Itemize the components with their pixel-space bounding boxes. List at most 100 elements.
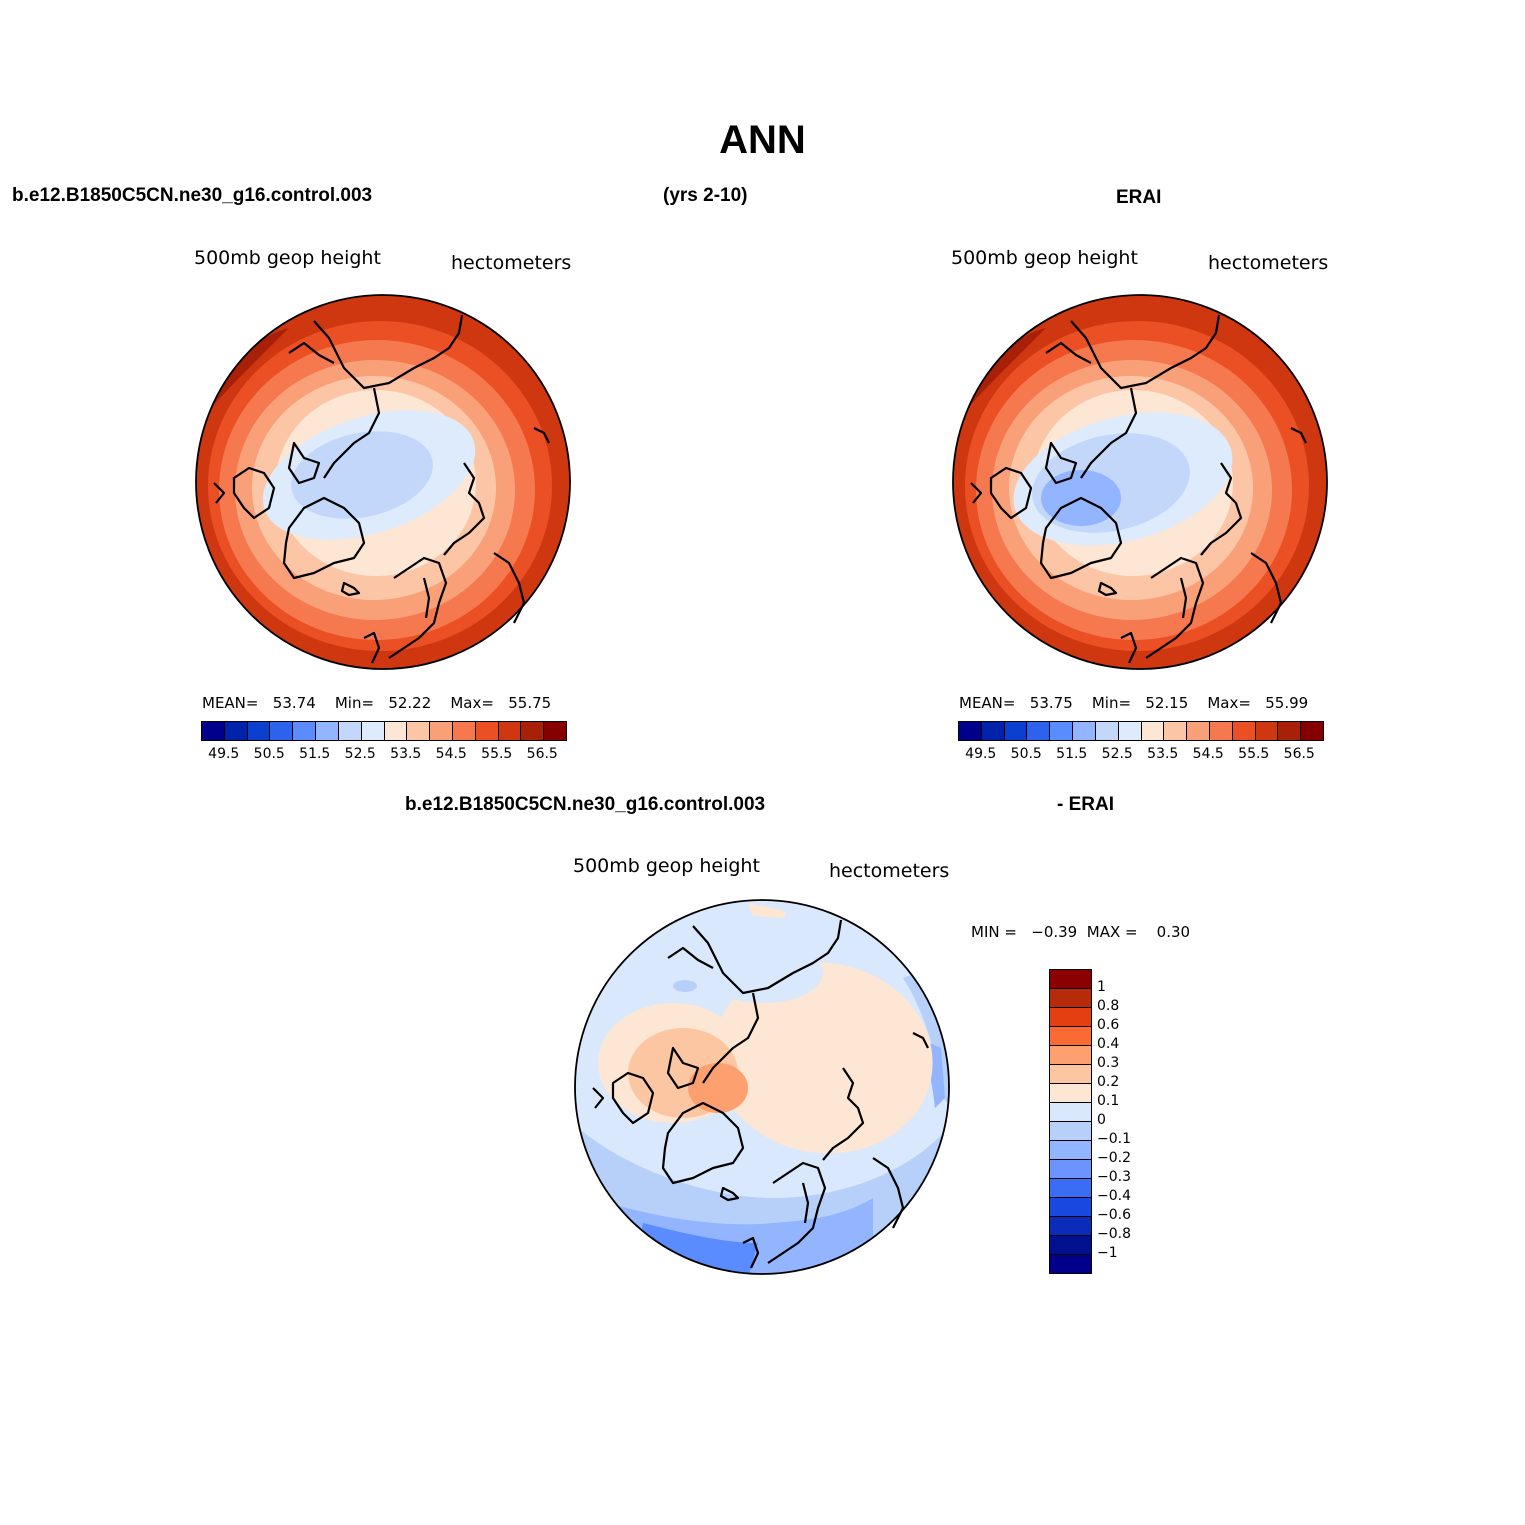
colorbar-swatch [361, 722, 385, 740]
panel-model-variable: 500mb geop height [194, 247, 381, 269]
colorbar-swatch [1050, 1103, 1091, 1122]
colorbar-tick-label: 53.5 [1147, 746, 1179, 762]
max-label: MAX = [1086, 923, 1138, 941]
colorbar-swatch [1050, 1198, 1091, 1217]
colorbar-swatch [521, 722, 545, 740]
colorbar-tick-label: −0.4 [1097, 1188, 1131, 1204]
colorbar-swatch [1141, 722, 1165, 740]
panel-obs-stats: MEAN= 53.75 Min= 52.15 Max= 55.99 [959, 694, 1308, 712]
colorbar-tick-label: 0.2 [1097, 1074, 1120, 1090]
colorbar-swatch [1050, 1008, 1091, 1027]
obs-name-header: ERAI [1116, 187, 1162, 208]
colorbar-tick-label: 52.5 [1101, 746, 1133, 762]
colorbar-tick-label: −0.1 [1097, 1131, 1131, 1147]
min-label: Min= [334, 694, 375, 712]
colorbar-swatch [1004, 722, 1028, 740]
colorbar-tick-label: 54.5 [1192, 746, 1224, 762]
min-value: 52.22 [388, 694, 432, 712]
colorbar-swatch [475, 722, 499, 740]
colorbar-tick-label: 52.5 [344, 746, 376, 762]
years-header: (yrs 2-10) [663, 185, 748, 206]
colorbar-tick-label: 50.5 [253, 746, 285, 762]
panel-diff-colorbar [1049, 969, 1092, 1274]
colorbar-swatch [959, 722, 982, 740]
panel-model-colorbar [201, 721, 567, 741]
panel-diff-variable: 500mb geop height [573, 855, 760, 877]
colorbar-tick-label: 56.5 [1283, 746, 1315, 762]
diff-case-header: b.e12.B1850C5CN.ne30_g16.control.003 [405, 794, 766, 815]
colorbar-swatch [1118, 722, 1142, 740]
panel-obs-variable: 500mb geop height [951, 247, 1138, 269]
colorbar-swatch [270, 722, 294, 740]
figure-title: ANN [719, 118, 806, 162]
colorbar-swatch [1255, 722, 1279, 740]
colorbar-swatch [1187, 722, 1210, 740]
max-label: Max= [450, 694, 494, 712]
panel-model-units: hectometers [451, 252, 572, 274]
min-value: −0.39 [1031, 923, 1078, 941]
colorbar-swatch [1050, 1122, 1091, 1141]
colorbar-swatch [1232, 722, 1256, 740]
colorbar-swatch [202, 722, 225, 740]
colorbar-swatch [338, 722, 362, 740]
colorbar-tick-label: 55.5 [1238, 746, 1270, 762]
colorbar-tick-label: 0.4 [1097, 1036, 1120, 1052]
colorbar-tick-label: 0 [1097, 1112, 1106, 1128]
colorbar-swatch [1050, 1179, 1091, 1198]
panel-diff-map [574, 899, 950, 1275]
colorbar-tick-label: −0.3 [1097, 1169, 1131, 1185]
colorbar-swatch [981, 722, 1005, 740]
mean-label: MEAN= [202, 694, 259, 712]
colorbar-swatch [384, 722, 408, 740]
panel-model-colorbar-ticks: 49.5 50.5 51.5 52.5 53.5 54.5 55.5 56.5 [201, 746, 565, 764]
colorbar-swatch [452, 722, 476, 740]
panel-model-map [195, 294, 571, 670]
colorbar-tick-label: 49.5 [208, 746, 240, 762]
colorbar-tick-label: 0.6 [1097, 1017, 1120, 1033]
min-value: 52.15 [1145, 694, 1189, 712]
max-label: Max= [1207, 694, 1251, 712]
diff-obs-header: - ERAI [1057, 794, 1114, 815]
colorbar-swatch [1278, 722, 1302, 740]
case-name-header: b.e12.B1850C5CN.ne30_g16.control.003 [12, 185, 373, 206]
min-label: MIN = [971, 923, 1017, 941]
panel-obs-units: hectometers [1208, 252, 1329, 274]
mean-value: 53.74 [272, 694, 316, 712]
panel-diff-colorbar-ticks: 1 0.8 0.6 0.4 0.3 0.2 0.1 0 −0.1 −0.2 −0.3 −0.4 −0.6… [1097, 969, 1157, 1274]
colorbar-swatch [498, 722, 522, 740]
colorbar-swatch [1050, 1217, 1091, 1236]
colorbar-swatch [1027, 722, 1051, 740]
colorbar-swatch [1050, 1160, 1091, 1179]
min-label: Min= [1091, 694, 1132, 712]
colorbar-swatch [1073, 722, 1096, 740]
colorbar-tick-label: 0.1 [1097, 1093, 1120, 1109]
colorbar-tick-label: 55.5 [481, 746, 513, 762]
panel-model-stats: MEAN= 53.74 Min= 52.22 Max= 55.75 [202, 694, 551, 712]
colorbar-swatch [1050, 1141, 1091, 1160]
colorbar-swatch [544, 722, 566, 740]
colorbar-swatch [247, 722, 271, 740]
colorbar-tick-label: 1 [1097, 979, 1106, 995]
max-value: 55.99 [1265, 694, 1309, 712]
colorbar-swatch [224, 722, 248, 740]
panel-obs-map [952, 294, 1328, 670]
colorbar-swatch [407, 722, 431, 740]
colorbar-swatch [430, 722, 453, 740]
colorbar-tick-label: −1 [1097, 1245, 1118, 1261]
panel-diff-stats: MIN = −0.39 MAX = 0.30 [971, 923, 1190, 941]
colorbar-tick-label: 51.5 [1056, 746, 1088, 762]
colorbar-swatch [1050, 1027, 1091, 1046]
colorbar-tick-label: 49.5 [965, 746, 997, 762]
colorbar-swatch [1050, 722, 1074, 740]
colorbar-swatch [1209, 722, 1233, 740]
colorbar-tick-label: 0.8 [1097, 998, 1120, 1014]
colorbar-tick-label: −0.2 [1097, 1150, 1131, 1166]
colorbar-swatch [1050, 1255, 1091, 1273]
mean-label: MEAN= [959, 694, 1016, 712]
colorbar-swatch [1050, 1046, 1091, 1065]
colorbar-swatch [1301, 722, 1323, 740]
panel-obs-colorbar-ticks: 49.5 50.5 51.5 52.5 53.5 54.5 55.5 56.5 [958, 746, 1322, 764]
colorbar-swatch [316, 722, 339, 740]
max-value: 0.30 [1156, 923, 1191, 941]
panel-diff-units: hectometers [829, 860, 950, 882]
